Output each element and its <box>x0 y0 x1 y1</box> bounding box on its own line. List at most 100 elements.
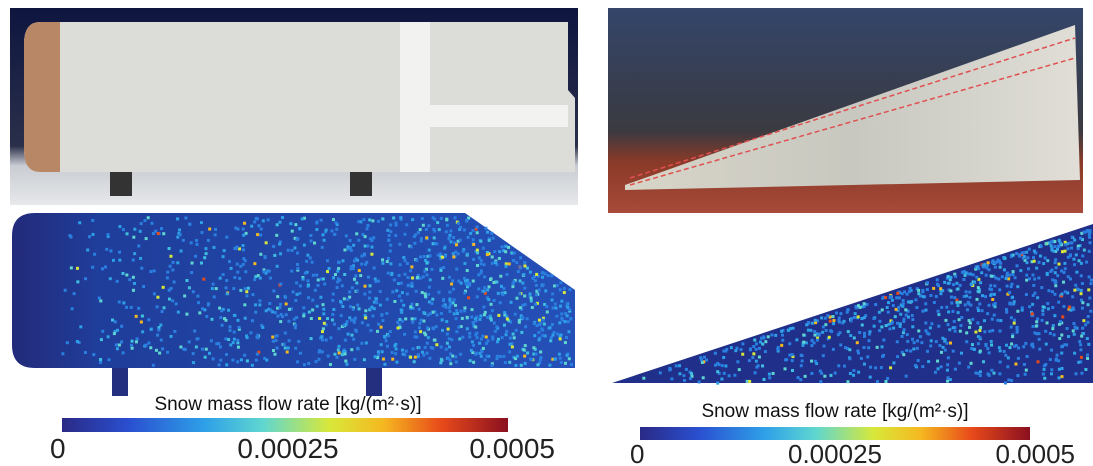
speckle <box>996 319 999 322</box>
speckle <box>210 339 213 342</box>
speckle <box>945 306 948 309</box>
speckle <box>990 288 993 291</box>
speckle <box>938 344 941 347</box>
colorbar-tick: 0 <box>50 433 66 464</box>
speckle <box>381 319 384 322</box>
speckle <box>1008 274 1011 277</box>
speckle <box>449 229 452 232</box>
speckle <box>521 316 524 319</box>
speckle <box>535 324 538 327</box>
speckle <box>718 363 721 366</box>
speckle <box>349 239 352 242</box>
speckle <box>1071 236 1074 239</box>
speckle <box>922 295 925 298</box>
speckle <box>943 281 946 284</box>
speckle <box>977 342 980 345</box>
speckle <box>310 317 313 320</box>
speckle <box>979 326 982 329</box>
speckle <box>972 273 975 276</box>
speckle <box>323 239 326 242</box>
speckle <box>177 311 180 314</box>
speckle <box>863 332 866 335</box>
speckle <box>425 236 428 239</box>
speckle <box>1058 263 1061 266</box>
speckle <box>99 361 102 364</box>
tape-strip <box>400 22 430 172</box>
speckle <box>331 299 334 302</box>
speckle <box>329 363 332 366</box>
speckle <box>340 314 343 317</box>
speckle <box>143 219 146 222</box>
speckle <box>393 300 396 303</box>
speckle <box>1088 297 1091 300</box>
speckle <box>511 285 514 288</box>
speckle <box>427 224 430 227</box>
speckle <box>210 318 213 321</box>
speckle <box>755 348 758 351</box>
speckle <box>429 278 432 281</box>
speckle <box>515 329 518 332</box>
speckle <box>929 344 932 347</box>
speckle <box>412 347 415 350</box>
speckle <box>486 288 489 291</box>
speckle <box>86 249 89 252</box>
speckle <box>954 330 957 333</box>
speckle <box>325 338 328 341</box>
speckle <box>249 331 252 334</box>
speckle <box>316 284 319 287</box>
speckle <box>880 325 883 328</box>
speckle <box>365 261 368 264</box>
speckle <box>420 239 423 242</box>
speckle <box>499 275 502 278</box>
speckle <box>377 323 380 326</box>
speckle <box>1025 293 1028 296</box>
speckle <box>329 336 332 339</box>
speckle <box>1069 241 1072 244</box>
speckle <box>1023 363 1026 366</box>
speckle <box>1038 338 1041 341</box>
speckle <box>909 350 912 353</box>
speckle <box>491 364 494 367</box>
speckle <box>225 279 228 282</box>
speckle <box>499 301 502 304</box>
speckle <box>758 356 761 359</box>
speckle <box>556 284 559 287</box>
speckle <box>399 263 402 266</box>
speckle <box>445 320 448 323</box>
speckle <box>142 285 145 288</box>
speckle <box>310 337 313 340</box>
speckle <box>869 376 872 379</box>
speckle <box>411 285 414 288</box>
speckle <box>171 268 174 271</box>
speckle <box>310 239 313 242</box>
speckle <box>398 243 401 246</box>
speckle <box>327 354 330 357</box>
speckle <box>568 288 571 291</box>
speckle <box>257 224 260 227</box>
speckle <box>1086 357 1089 360</box>
speckle <box>659 371 662 374</box>
speckle <box>275 339 278 342</box>
speckle <box>529 271 532 274</box>
speckle <box>564 362 567 365</box>
colorbar-tick: 0.00025 <box>788 439 882 466</box>
speckle <box>452 288 455 291</box>
speckle <box>182 239 185 242</box>
speckle <box>995 277 998 280</box>
speckle <box>999 319 1002 322</box>
speckle <box>472 321 475 324</box>
speckle <box>1087 303 1090 306</box>
speckle <box>418 322 421 325</box>
speckle <box>985 274 988 277</box>
speckle <box>1079 348 1082 351</box>
speckle <box>223 249 226 252</box>
speckle <box>512 333 515 336</box>
speckle <box>791 353 794 356</box>
speckle <box>1021 251 1024 254</box>
speckle <box>212 283 215 286</box>
speckle <box>932 287 935 290</box>
speckle <box>873 325 876 328</box>
speckle <box>214 228 217 231</box>
speckle <box>414 233 417 236</box>
speckle <box>903 318 906 321</box>
